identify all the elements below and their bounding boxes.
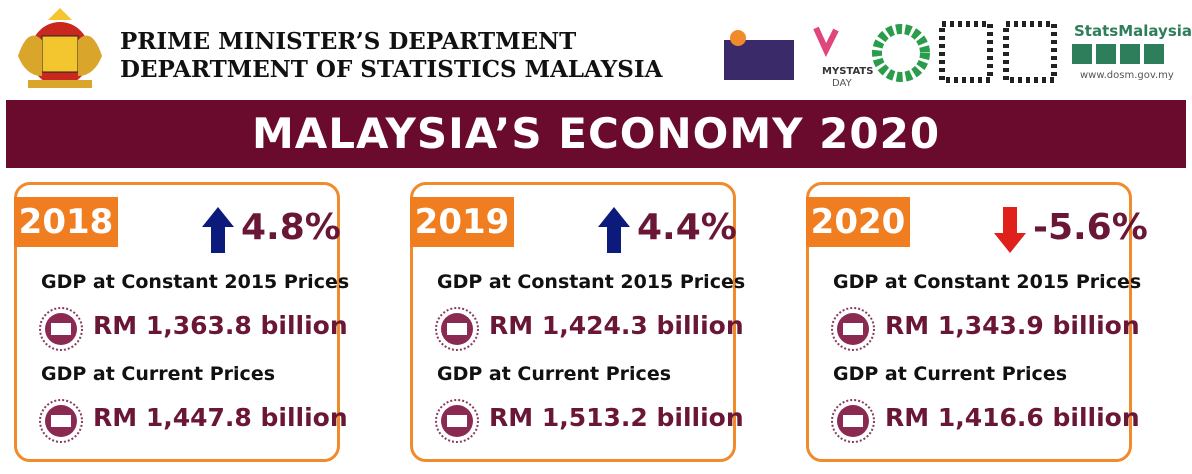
item-value: RM 1,424.3 billion (489, 311, 744, 340)
item-label: GDP at Current Prices (833, 363, 1068, 385)
item-value: RM 1,363.8 billion (93, 311, 348, 340)
trend-arrow (598, 207, 630, 253)
change: -5.6% (1033, 207, 1148, 248)
item-value: RM 1,513.2 billion (489, 403, 744, 432)
item-label: GDP at Current Prices (437, 363, 672, 385)
logos (724, 21, 1164, 83)
item-icon (39, 307, 83, 351)
item-value: RM 1,447.8 billion (93, 403, 348, 432)
item-icon (435, 307, 479, 351)
header-line: DEPARTMENT OF STATISTICS MALAYSIA (120, 56, 663, 83)
year-tab: 2019 (410, 197, 514, 247)
header-line: PRIME MINISTER’S DEPARTMENT (120, 28, 577, 55)
item-icon (39, 399, 83, 443)
logo-text: DAY (832, 78, 852, 89)
item-icon (831, 307, 875, 351)
item-icon (831, 399, 875, 443)
item-label: GDP at Constant 2015 Prices (41, 271, 350, 293)
trend-arrow (994, 207, 1026, 253)
banner-title: MALAYSIA’S ECONOMY 2020 (251, 109, 941, 158)
change: 4.8% (241, 207, 341, 248)
url: www.dosm.gov.my (1080, 70, 1174, 81)
item-value: RM 1,416.6 billion (885, 403, 1140, 432)
card: 2018 4.8% GDP at Constant 2015 Prices RM 1,… (14, 182, 349, 462)
item-label: GDP at Current Prices (41, 363, 276, 385)
item-value: RM 1,343.9 billion (885, 311, 1140, 340)
card: 2019 4.4% GDP at Constant 2015 Prices RM 1,… (410, 182, 745, 462)
trend-arrow (202, 207, 234, 253)
item-icon (435, 399, 479, 443)
banner: MALAYSIA’S ECONOMY 2020 (6, 100, 1186, 168)
item-label: GDP at Constant 2015 Prices (437, 271, 746, 293)
logo-text: MYSTATS (822, 66, 874, 77)
change: 4.4% (637, 207, 737, 248)
year-tab: 2020 (806, 197, 910, 247)
brand: StatsMalaysia (1074, 22, 1192, 40)
year-tab: 2018 (14, 197, 118, 247)
crest (18, 8, 102, 88)
item-label: GDP at Constant 2015 Prices (833, 271, 1142, 293)
card: 2020 -5.6% GDP at Constant 2015 Prices RM 1… (806, 182, 1148, 462)
